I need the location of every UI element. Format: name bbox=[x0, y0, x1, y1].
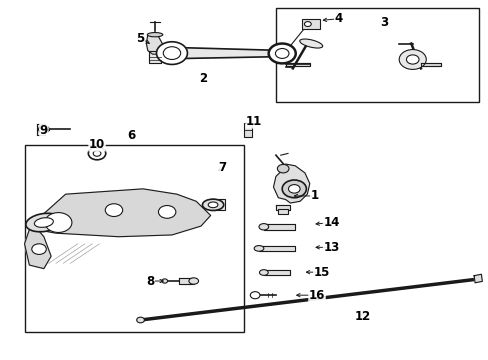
Ellipse shape bbox=[254, 246, 264, 251]
Polygon shape bbox=[24, 222, 51, 269]
Text: 4: 4 bbox=[334, 12, 342, 25]
Circle shape bbox=[304, 22, 310, 27]
Circle shape bbox=[39, 125, 49, 133]
Polygon shape bbox=[264, 224, 295, 230]
Bar bbox=[275, 8, 478, 102]
Polygon shape bbox=[473, 274, 481, 283]
Text: 9: 9 bbox=[40, 124, 48, 137]
Polygon shape bbox=[37, 124, 45, 135]
Ellipse shape bbox=[259, 270, 267, 275]
Text: 7: 7 bbox=[218, 161, 226, 174]
Circle shape bbox=[45, 213, 72, 233]
Text: 14: 14 bbox=[323, 216, 339, 229]
Circle shape bbox=[406, 55, 418, 64]
Text: 16: 16 bbox=[308, 289, 325, 302]
Circle shape bbox=[158, 206, 176, 218]
Ellipse shape bbox=[208, 202, 218, 208]
Bar bbox=[24, 145, 244, 332]
Circle shape bbox=[162, 279, 167, 283]
Bar bbox=[278, 210, 287, 214]
Ellipse shape bbox=[34, 218, 53, 228]
Polygon shape bbox=[420, 63, 440, 66]
Text: 11: 11 bbox=[245, 115, 262, 128]
Circle shape bbox=[398, 50, 426, 69]
Text: 5: 5 bbox=[136, 32, 144, 45]
Ellipse shape bbox=[299, 39, 322, 48]
Ellipse shape bbox=[26, 213, 62, 232]
Text: 1: 1 bbox=[310, 189, 318, 202]
Polygon shape bbox=[264, 270, 290, 275]
Ellipse shape bbox=[156, 42, 187, 64]
Bar bbox=[301, 19, 319, 29]
Bar bbox=[243, 123, 252, 138]
Ellipse shape bbox=[163, 47, 180, 59]
Circle shape bbox=[277, 165, 288, 173]
Circle shape bbox=[282, 180, 306, 198]
Ellipse shape bbox=[268, 44, 295, 63]
Circle shape bbox=[288, 185, 300, 193]
Polygon shape bbox=[32, 189, 210, 237]
Text: 2: 2 bbox=[199, 72, 207, 85]
Polygon shape bbox=[275, 205, 290, 210]
Text: 8: 8 bbox=[146, 275, 154, 288]
Polygon shape bbox=[186, 48, 278, 58]
Polygon shape bbox=[148, 51, 161, 63]
Text: 15: 15 bbox=[313, 266, 329, 279]
Text: 6: 6 bbox=[126, 129, 135, 142]
Text: 13: 13 bbox=[323, 241, 339, 254]
Circle shape bbox=[88, 147, 105, 160]
Ellipse shape bbox=[275, 49, 288, 58]
Circle shape bbox=[105, 204, 122, 216]
Polygon shape bbox=[179, 278, 193, 284]
Circle shape bbox=[137, 317, 144, 323]
Circle shape bbox=[93, 150, 101, 156]
Polygon shape bbox=[146, 35, 163, 54]
Circle shape bbox=[250, 292, 260, 299]
Text: 3: 3 bbox=[380, 16, 388, 29]
Circle shape bbox=[32, 244, 46, 255]
Polygon shape bbox=[285, 63, 309, 66]
Ellipse shape bbox=[147, 32, 163, 37]
Ellipse shape bbox=[259, 224, 268, 230]
Ellipse shape bbox=[202, 199, 223, 211]
Text: 10: 10 bbox=[89, 138, 105, 151]
Polygon shape bbox=[259, 246, 295, 251]
Bar bbox=[210, 199, 224, 210]
Text: 12: 12 bbox=[354, 310, 370, 323]
Polygon shape bbox=[273, 164, 309, 203]
Ellipse shape bbox=[188, 278, 198, 284]
